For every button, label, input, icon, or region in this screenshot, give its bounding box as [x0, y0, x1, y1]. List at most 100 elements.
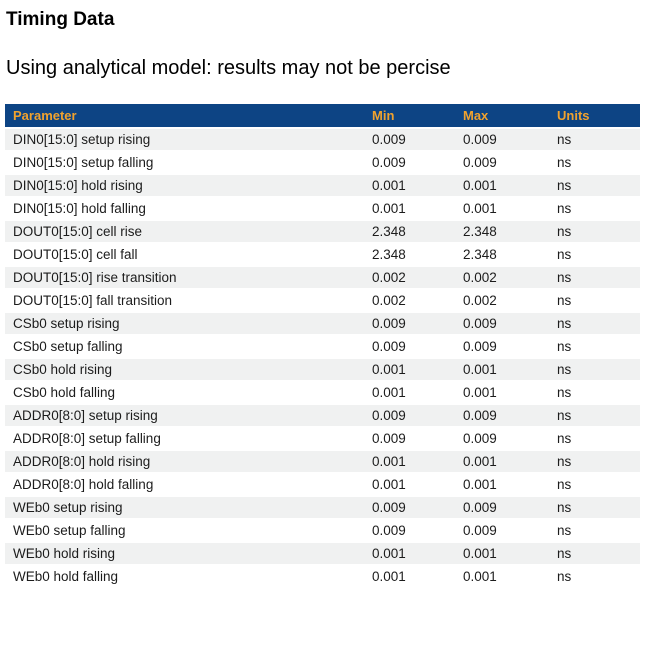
parameter-cell: CSb0 setup falling — [5, 335, 364, 359]
max-cell: 0.001 — [455, 358, 549, 382]
max-cell: 0.009 — [455, 427, 549, 451]
max-cell: 0.009 — [455, 151, 549, 175]
parameter-cell: DIN0[15:0] setup falling — [5, 151, 364, 175]
table-row: CSb0 setup rising 0.009 0.009 ns — [5, 312, 640, 336]
parameter-cell: ADDR0[8:0] setup rising — [5, 404, 364, 428]
min-cell: 2.348 — [364, 243, 455, 267]
min-cell: 0.009 — [364, 151, 455, 175]
parameter-cell: ADDR0[8:0] hold rising — [5, 450, 364, 474]
min-cell: 2.348 — [364, 220, 455, 244]
max-cell: 0.001 — [455, 197, 549, 221]
units-cell: ns — [549, 266, 640, 290]
units-cell: ns — [549, 335, 640, 359]
max-cell: 0.001 — [455, 450, 549, 474]
max-cell: 0.002 — [455, 289, 549, 313]
column-header-parameter: Parameter — [5, 104, 364, 129]
min-cell: 0.009 — [364, 519, 455, 543]
parameter-cell: DOUT0[15:0] rise transition — [5, 266, 364, 290]
min-cell: 0.001 — [364, 197, 455, 221]
min-cell: 0.009 — [364, 128, 455, 152]
units-cell: ns — [549, 312, 640, 336]
table-row: ADDR0[8:0] hold falling 0.001 0.001 ns — [5, 473, 640, 497]
column-header-units: Units — [549, 104, 640, 129]
max-cell: 2.348 — [455, 243, 549, 267]
table-row: DOUT0[15:0] fall transition 0.002 0.002 … — [5, 289, 640, 313]
units-cell: ns — [549, 220, 640, 244]
min-cell: 0.001 — [364, 542, 455, 566]
units-cell: ns — [549, 427, 640, 451]
units-cell: ns — [549, 473, 640, 497]
units-cell: ns — [549, 243, 640, 267]
max-cell: 2.348 — [455, 220, 549, 244]
page-subtitle: Using analytical model: results may not … — [6, 57, 451, 79]
units-cell: ns — [549, 128, 640, 152]
units-cell: ns — [549, 174, 640, 198]
min-cell: 0.009 — [364, 335, 455, 359]
table-row: ADDR0[8:0] setup rising 0.009 0.009 ns — [5, 404, 640, 428]
table-row: WEb0 setup falling 0.009 0.009 ns — [5, 519, 640, 543]
parameter-cell: DIN0[15:0] setup rising — [5, 128, 364, 152]
parameter-cell: CSb0 hold rising — [5, 358, 364, 382]
table-row: DOUT0[15:0] cell fall 2.348 2.348 ns — [5, 243, 640, 267]
min-cell: 0.009 — [364, 496, 455, 520]
parameter-cell: WEb0 setup falling — [5, 519, 364, 543]
max-cell: 0.009 — [455, 335, 549, 359]
min-cell: 0.001 — [364, 450, 455, 474]
timing-data-table: Parameter Min Max Units DIN0[15:0] setup… — [5, 104, 640, 589]
table-row: WEb0 hold falling 0.001 0.001 ns — [5, 565, 640, 589]
parameter-cell: WEb0 hold rising — [5, 542, 364, 566]
table-row: CSb0 hold falling 0.001 0.001 ns — [5, 381, 640, 405]
table-row: CSb0 hold rising 0.001 0.001 ns — [5, 358, 640, 382]
max-cell: 0.001 — [455, 473, 549, 497]
column-header-min: Min — [364, 104, 455, 129]
parameter-cell: DOUT0[15:0] cell rise — [5, 220, 364, 244]
max-cell: 0.001 — [455, 174, 549, 198]
table-row: WEb0 setup rising 0.009 0.009 ns — [5, 496, 640, 520]
min-cell: 0.001 — [364, 565, 455, 589]
min-cell: 0.002 — [364, 266, 455, 290]
max-cell: 0.009 — [455, 519, 549, 543]
parameter-cell: DOUT0[15:0] cell fall — [5, 243, 364, 267]
parameter-cell: CSb0 hold falling — [5, 381, 364, 405]
max-cell: 0.001 — [455, 381, 549, 405]
table-row: DOUT0[15:0] rise transition 0.002 0.002 … — [5, 266, 640, 290]
table-row: DIN0[15:0] setup falling 0.009 0.009 ns — [5, 151, 640, 175]
min-cell: 0.001 — [364, 358, 455, 382]
units-cell: ns — [549, 404, 640, 428]
table-header-row: Parameter Min Max Units — [5, 104, 640, 129]
min-cell: 0.009 — [364, 404, 455, 428]
units-cell: ns — [549, 151, 640, 175]
table-row: CSb0 setup falling 0.009 0.009 ns — [5, 335, 640, 359]
min-cell: 0.009 — [364, 312, 455, 336]
table-header: Parameter Min Max Units — [5, 104, 640, 129]
parameter-cell: DOUT0[15:0] fall transition — [5, 289, 364, 313]
min-cell: 0.009 — [364, 427, 455, 451]
table-row: DOUT0[15:0] cell rise 2.348 2.348 ns — [5, 220, 640, 244]
page-title: Timing Data — [6, 9, 115, 30]
column-header-max: Max — [455, 104, 549, 129]
table-row: ADDR0[8:0] setup falling 0.009 0.009 ns — [5, 427, 640, 451]
units-cell: ns — [549, 542, 640, 566]
min-cell: 0.002 — [364, 289, 455, 313]
parameter-cell: WEb0 setup rising — [5, 496, 364, 520]
max-cell: 0.009 — [455, 312, 549, 336]
units-cell: ns — [549, 496, 640, 520]
max-cell: 0.001 — [455, 565, 549, 589]
max-cell: 0.009 — [455, 128, 549, 152]
units-cell: ns — [549, 358, 640, 382]
table-row: WEb0 hold rising 0.001 0.001 ns — [5, 542, 640, 566]
timing-table-body: DIN0[15:0] setup rising 0.009 0.009 ns D… — [5, 128, 640, 589]
units-cell: ns — [549, 289, 640, 313]
parameter-cell: CSb0 setup rising — [5, 312, 364, 336]
min-cell: 0.001 — [364, 473, 455, 497]
parameter-cell: ADDR0[8:0] hold falling — [5, 473, 364, 497]
table-row: DIN0[15:0] hold rising 0.001 0.001 ns — [5, 174, 640, 198]
units-cell: ns — [549, 381, 640, 405]
table-row: DIN0[15:0] hold falling 0.001 0.001 ns — [5, 197, 640, 221]
parameter-cell: WEb0 hold falling — [5, 565, 364, 589]
units-cell: ns — [549, 519, 640, 543]
max-cell: 0.009 — [455, 404, 549, 428]
parameter-cell: ADDR0[8:0] setup falling — [5, 427, 364, 451]
units-cell: ns — [549, 565, 640, 589]
max-cell: 0.002 — [455, 266, 549, 290]
